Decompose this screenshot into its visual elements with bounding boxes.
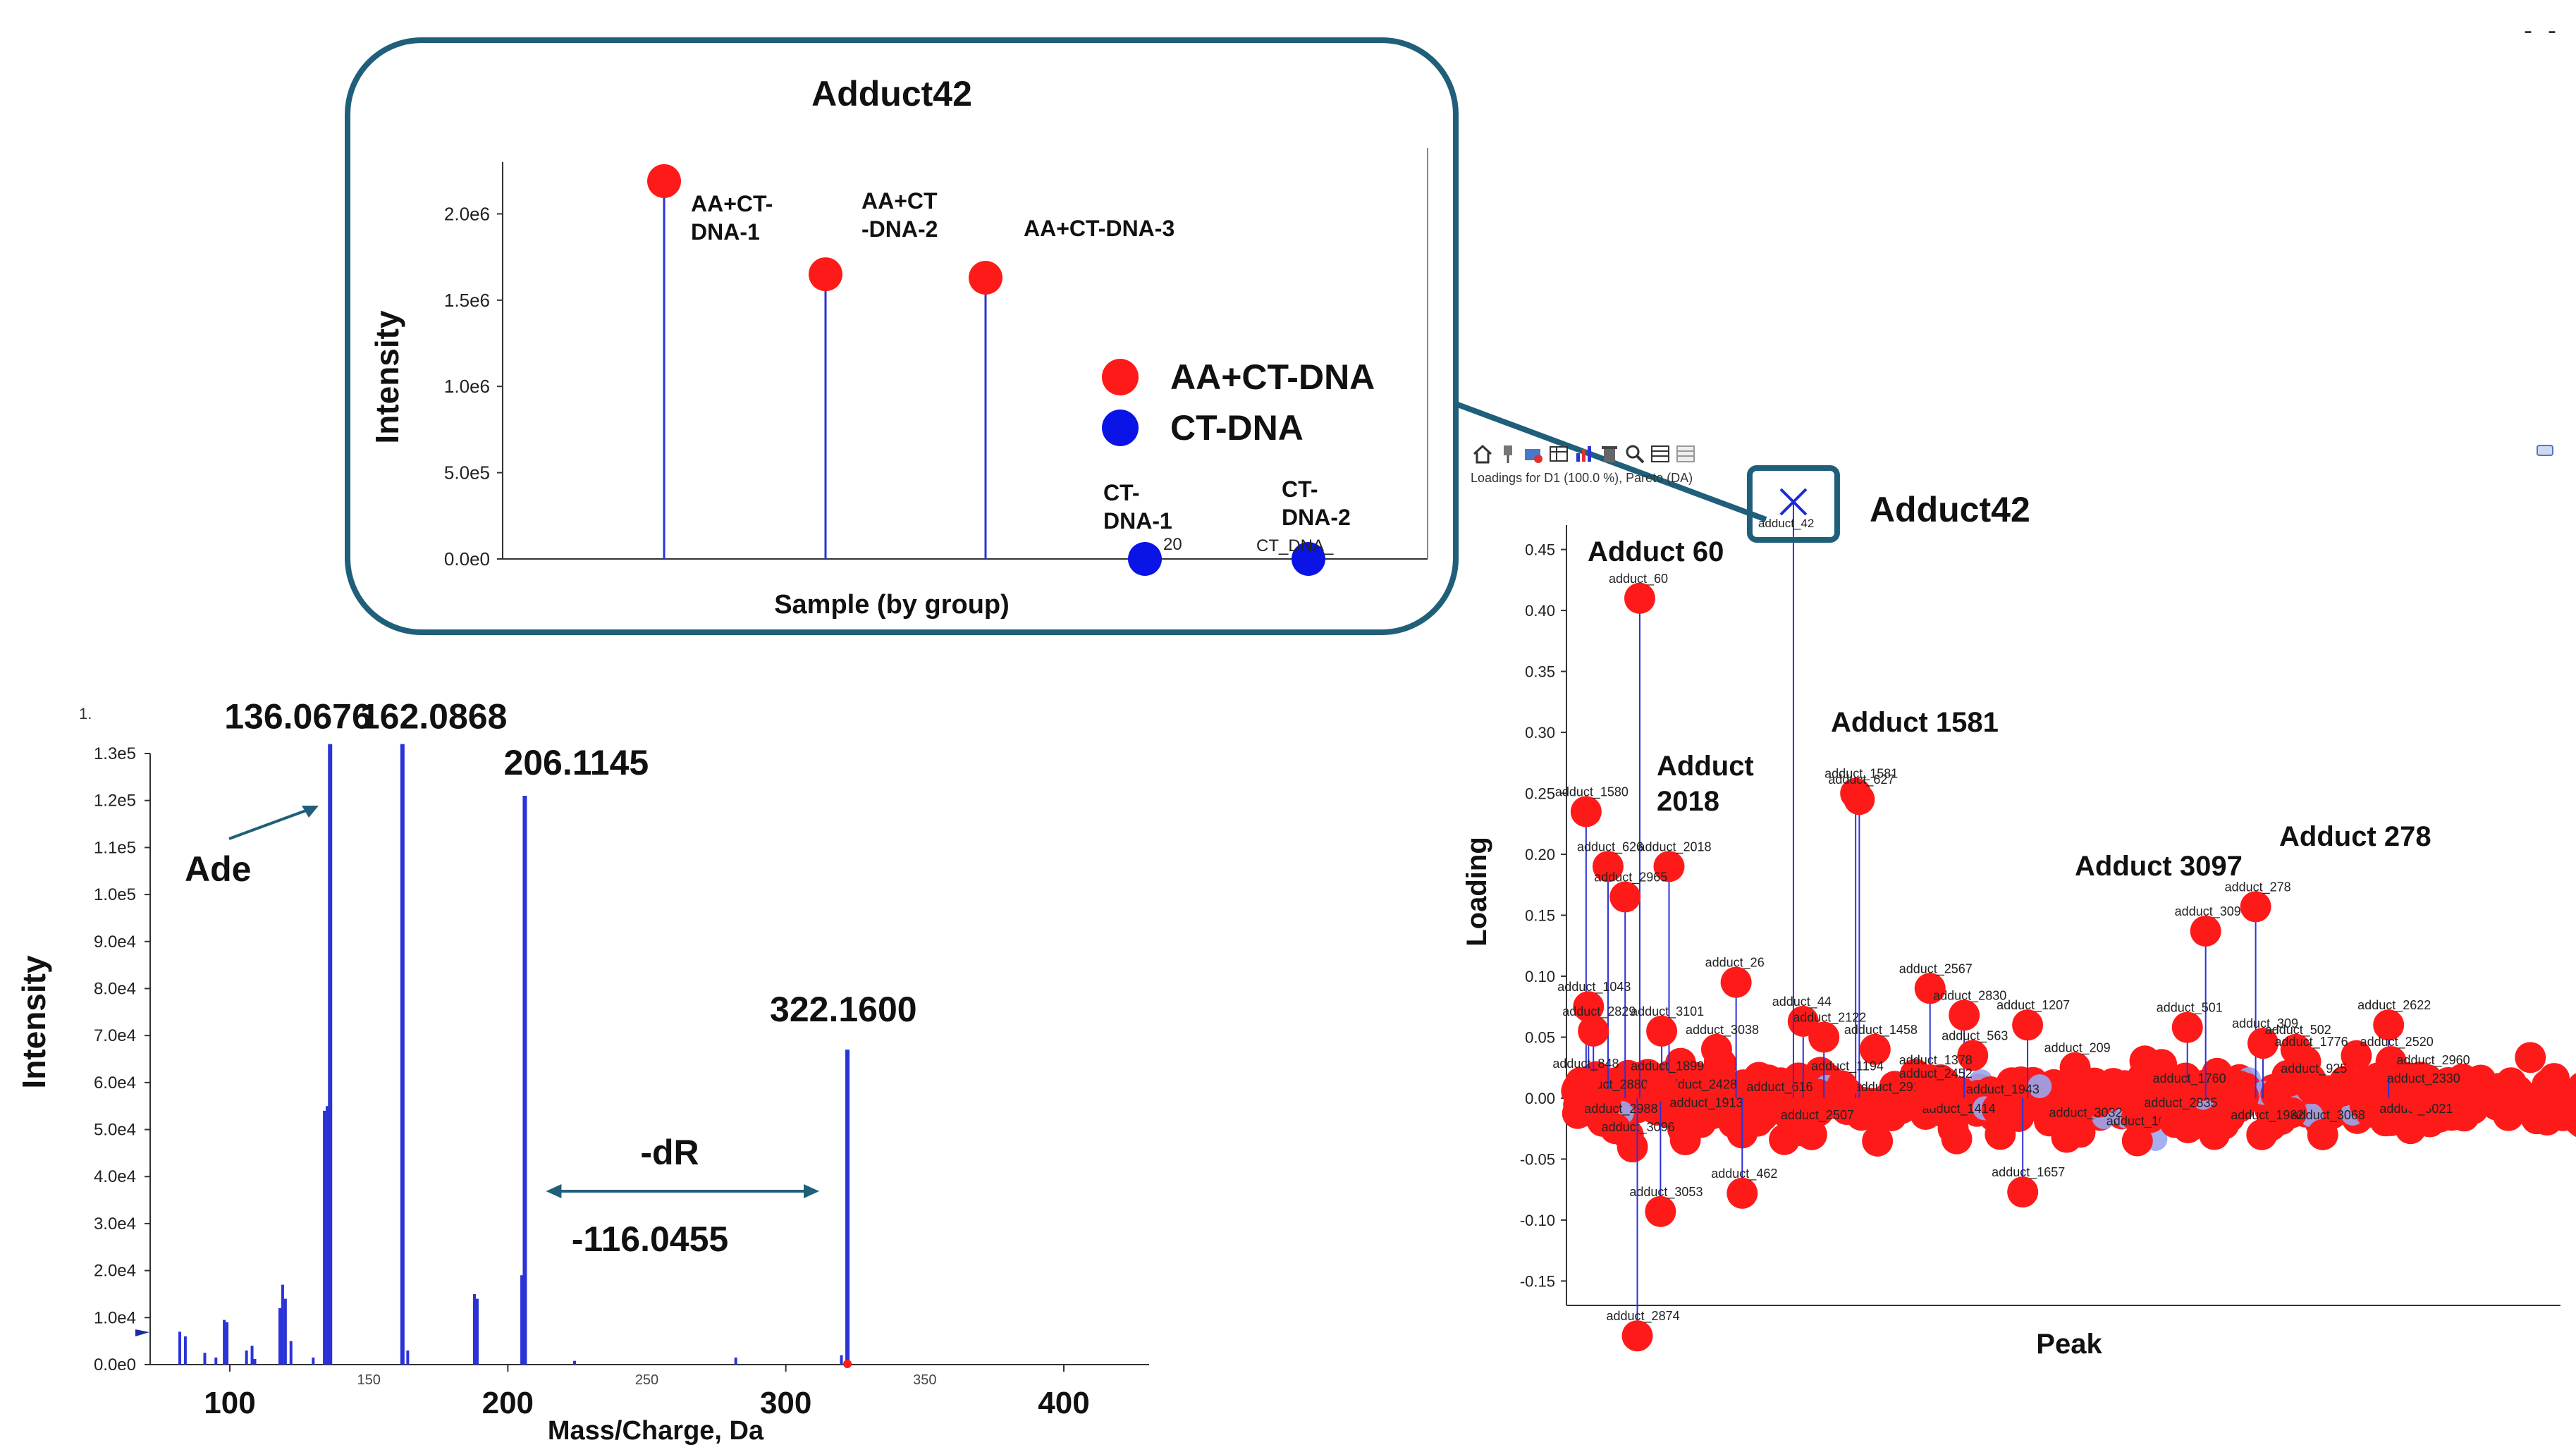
delete-icon[interactable]	[1599, 443, 1620, 464]
callout-box	[345, 37, 1459, 635]
adduct42-chart-title: Adduct42	[811, 74, 972, 113]
adduct42-artifact-text: CT_DNA_	[1256, 536, 1334, 555]
adduct42-marks: AA+CT- DNA-1 AA+CT-DNA-2 AA+CT-DNA-3 CT- DNA-…	[647, 164, 1351, 576]
adduct42-point-label: -DNA-2	[861, 216, 938, 242]
window-menu-dots[interactable]: - -	[2524, 16, 2560, 44]
adduct42-point	[647, 164, 681, 198]
callout-frame	[345, 37, 1767, 635]
table-icon[interactable]	[1548, 443, 1569, 464]
adduct42-point	[1292, 542, 1325, 576]
adduct42-point-label: CT-	[1103, 480, 1140, 505]
pin-icon[interactable]	[1497, 443, 1519, 464]
adduct42-x-axis-label: Sample (by group)	[774, 590, 1010, 620]
adduct42-y-tick-label: 2.0e6	[444, 203, 490, 224]
adduct42-point	[1128, 542, 1162, 576]
grid-icon[interactable]	[1650, 443, 1671, 464]
adduct42-legend-label: CT-DNA	[1170, 408, 1304, 448]
adduct42-point	[969, 261, 1002, 295]
chart-icon[interactable]	[1574, 443, 1595, 464]
home-icon[interactable]	[1472, 443, 1493, 464]
loadings-subtitle: Loadings for D1 (100.0 %), Pareto (DA)	[1471, 471, 1693, 485]
adduct42-y-tick-label: 1.5e6	[444, 290, 490, 311]
adduct42-legend-marker	[1102, 359, 1139, 395]
adduct42-point	[809, 257, 842, 292]
adduct42-point-label: DNA-1	[691, 219, 760, 245]
adduct42-legend-label: AA+CT-DNA	[1170, 357, 1375, 397]
adduct42-point-label: CT-	[1282, 476, 1318, 502]
adduct42-artifact-text: 20	[1163, 535, 1182, 554]
adduct42-y-axis-label: Intensity	[369, 310, 405, 444]
zoom-icon[interactable]	[1624, 443, 1645, 464]
adduct42-point-label: DNA-2	[1282, 505, 1351, 530]
adduct42-point-label: AA+CT	[861, 188, 938, 214]
adduct42-point-label: AA+CT-	[691, 191, 773, 216]
adduct42-axes: 0.0e0 5.0e5 1.0e6 1.5e6 2.0e6	[444, 148, 1428, 570]
adduct42-point-label: AA+CT-DNA-3	[1024, 216, 1174, 241]
adduct42-y-tick-label: 0.0e0	[444, 548, 490, 570]
adduct42-y-tick-label: 1.0e6	[444, 376, 490, 397]
adduct42-legend: AA+CT-DNA CT-DNA	[1102, 357, 1375, 448]
settings-icon[interactable]	[1523, 443, 1544, 464]
window-restore-icon[interactable]	[2535, 441, 2556, 462]
adduct42-point-label: DNA-1	[1103, 508, 1172, 534]
adduct42-legend-marker	[1102, 410, 1139, 446]
adduct42-y-tick-label: 5.0e5	[444, 462, 490, 484]
loadings-toolbar	[1472, 441, 1696, 467]
list-icon[interactable]	[1675, 443, 1696, 464]
